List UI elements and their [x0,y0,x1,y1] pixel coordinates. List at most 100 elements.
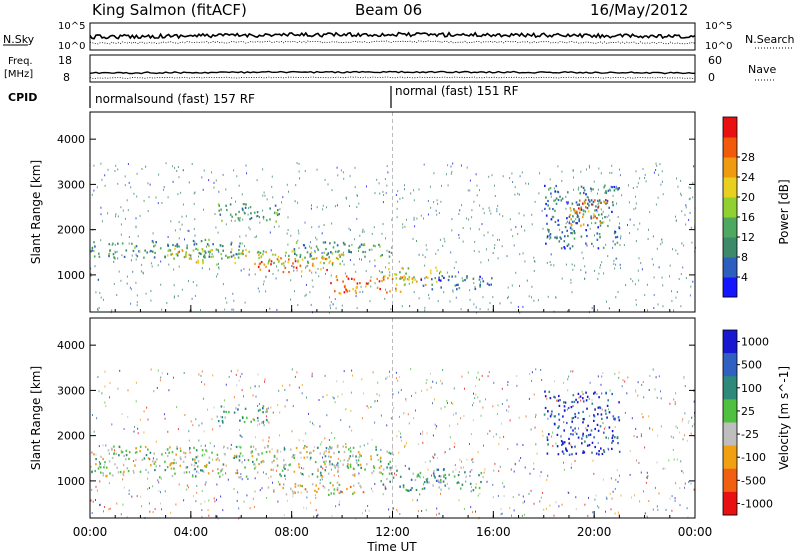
region-cell [336,488,339,491]
scatter-point [469,289,471,292]
scatter-point [350,391,352,394]
region-cell [372,470,375,473]
region-cell [276,258,279,261]
scatter-point [306,507,307,510]
region-cell [585,391,587,394]
region-cell [325,257,328,260]
scatter-point [91,512,93,514]
region-cell [233,456,236,459]
scatter-point [398,376,400,379]
region-cell [246,416,248,419]
scatter-point [105,444,107,447]
scatter-point [484,468,486,471]
region-cell [586,429,588,432]
scatter-point [349,446,351,449]
scatter-point [194,191,196,194]
region-cell [276,457,278,460]
scatter-point [508,405,510,408]
scatter-point [598,272,600,275]
region-cell [330,455,332,459]
region-cell [573,400,576,403]
scatter-point [684,482,686,485]
region-cell [574,445,576,448]
region-cell [349,463,352,466]
region-cell [554,415,556,418]
scatter-point [225,383,227,386]
region-cell [241,207,244,210]
region-cell [203,254,206,257]
scatter-point [209,268,210,271]
region-cell [288,258,290,261]
region-cell [239,446,242,449]
scatter-point [533,462,535,465]
scatter-point [246,172,247,175]
region-cell [599,236,601,239]
region-cell [582,223,585,226]
y-tick-label: 3000 [57,384,85,397]
scatter-point [506,399,508,402]
region-cell [202,250,204,253]
region-cell [594,199,596,202]
scatter-point [591,222,593,225]
region-cell [591,451,593,454]
region-cell [594,391,596,394]
region-cell [579,208,581,211]
scatter-point [316,238,318,241]
scatter-point [639,500,641,503]
region-cell [340,253,343,256]
scatter-point [241,193,243,196]
scatter-point [114,250,116,253]
scatter-point [268,477,269,479]
scatter-point [528,295,530,298]
scatter-point [186,488,188,491]
scatter-point [296,269,298,272]
region-cell [604,216,606,219]
region-cell [147,471,150,474]
region-cell [117,471,120,474]
scatter-point [191,297,193,300]
scatter-point [500,508,502,510]
scatter-point [400,439,402,442]
region-cell [441,275,444,278]
scatter-point [524,500,525,503]
region-cell [169,446,171,449]
region-cell [587,210,590,213]
region-cell [265,219,268,222]
scatter-point [263,280,265,283]
region-cell [250,452,253,455]
region-cell [284,474,286,477]
scatter-point [247,213,249,216]
scatter-point [423,163,425,166]
region-cell [349,450,352,453]
scatter-point [419,493,421,496]
region-cell [550,413,553,416]
colorbar-tick-label: -100 [741,451,766,464]
scatter-point [440,407,442,410]
scatter-point [128,242,130,245]
scatter-point [492,496,494,499]
scatter-point [449,300,451,303]
region-cell [238,459,241,462]
scatter-point [123,464,125,467]
scatter-point [317,267,319,270]
scatter-point [236,175,238,178]
region-cell [466,275,468,278]
region-cell [549,187,552,190]
region-cell [572,215,574,218]
scatter-point [283,514,285,517]
scatter-point [687,421,689,424]
region-cell [153,452,155,455]
scatter-point [265,290,267,293]
scatter-point [586,244,588,247]
scatter-point [374,192,376,195]
scatter-point [494,244,496,247]
region-cell [256,458,258,461]
scatter-point [237,472,239,475]
scatter-point [669,275,670,278]
region-cell [257,250,260,253]
scatter-point [330,301,332,304]
region-cell [301,473,303,476]
scatter-point [597,188,599,191]
scatter-point [555,501,557,504]
region-cell [605,412,607,415]
